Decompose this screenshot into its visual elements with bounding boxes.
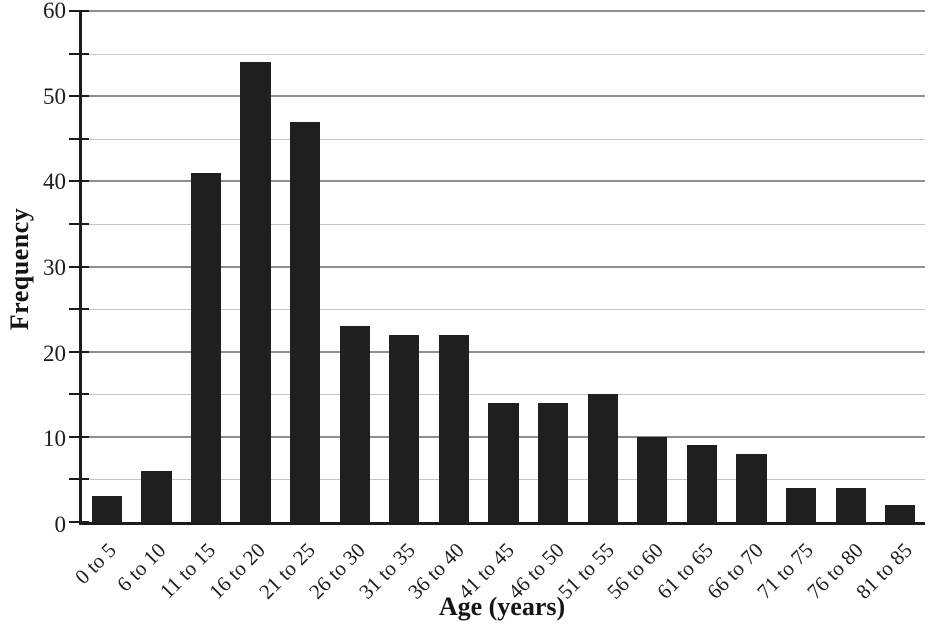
bar-cell [479, 11, 529, 522]
y-axis-tick [69, 10, 89, 12]
bar-cell [280, 11, 330, 522]
y-axis-tick [69, 521, 89, 523]
bar-cell [528, 11, 578, 522]
y-axis-tick [69, 308, 89, 311]
y-tick-label-20: 20 [43, 340, 66, 366]
x-tick-cell: 81 to 85 [851, 529, 925, 604]
y-axis-tick [69, 350, 89, 353]
bar-61-to-65 [686, 445, 718, 522]
y-axis-tick [69, 222, 89, 225]
bar-36-to-40 [438, 334, 470, 522]
bar-21-to-25 [290, 121, 321, 522]
bar-46-to-50 [538, 402, 569, 522]
bar-56-to-60 [637, 436, 668, 522]
gridline-y-60 [82, 10, 925, 12]
bar-cell [727, 11, 777, 522]
gridline-y-55 [82, 53, 925, 55]
gridline-y-30 [82, 265, 925, 268]
bar-66-to-70 [736, 453, 767, 522]
y-tick-label-30: 30 [43, 255, 66, 280]
gridline-y-45 [82, 138, 925, 140]
gridline-y-25 [82, 309, 925, 311]
bar-71-to-75 [785, 487, 817, 522]
y-tick-label-50: 50 [43, 83, 66, 109]
bar-41-to-45 [488, 402, 519, 522]
gridline-y-50 [82, 95, 925, 98]
y-axis-tick-labels: 0 10 20 30 40 50 60 [0, 0, 66, 631]
bar-cell [578, 11, 628, 522]
y-axis-tick [69, 265, 89, 268]
bar-cell [628, 11, 678, 522]
y-tick-label-40: 40 [43, 169, 66, 195]
bar-11-to-15 [190, 172, 222, 522]
y-axis-tick [69, 478, 89, 481]
bar-cell [132, 11, 182, 522]
gridline-y-15 [82, 394, 925, 396]
y-axis-tick [69, 393, 89, 396]
bar-cell [776, 11, 826, 522]
bar-cell [826, 11, 876, 522]
bar-6-to-10 [141, 470, 172, 522]
y-axis-tick [69, 52, 89, 55]
bar-cell [876, 11, 926, 522]
y-axis-tick [69, 435, 89, 438]
bar-0-to-5 [91, 496, 122, 522]
bar-51-to-55 [587, 394, 618, 522]
bar-cell [677, 11, 727, 522]
bar-series [82, 11, 925, 522]
bar-cell [330, 11, 380, 522]
y-axis-tick [69, 180, 89, 183]
bar-31-to-35 [389, 334, 420, 522]
bar-cell [82, 11, 132, 522]
y-tick-label-0: 0 [54, 512, 67, 537]
bar-cell [380, 11, 430, 522]
x-axis-title: Age (years) [438, 592, 566, 621]
y-tick-label-10: 10 [43, 426, 66, 452]
gridline-y-40 [82, 180, 925, 183]
plot-area [69, 10, 925, 525]
bar-26-to-30 [339, 326, 370, 522]
bar-81-to-85 [885, 504, 916, 522]
bar-cell [231, 11, 281, 522]
y-axis-tick [69, 137, 89, 140]
y-axis-tick [69, 95, 89, 98]
bar-76-to-80 [835, 487, 866, 522]
gridline-y-20 [82, 350, 925, 353]
bar-cell [429, 11, 479, 522]
gridline-y-35 [82, 223, 925, 225]
y-tick-label-60: 60 [43, 0, 66, 23]
bar-cell [181, 11, 231, 522]
bar-16-to-20 [240, 62, 271, 522]
